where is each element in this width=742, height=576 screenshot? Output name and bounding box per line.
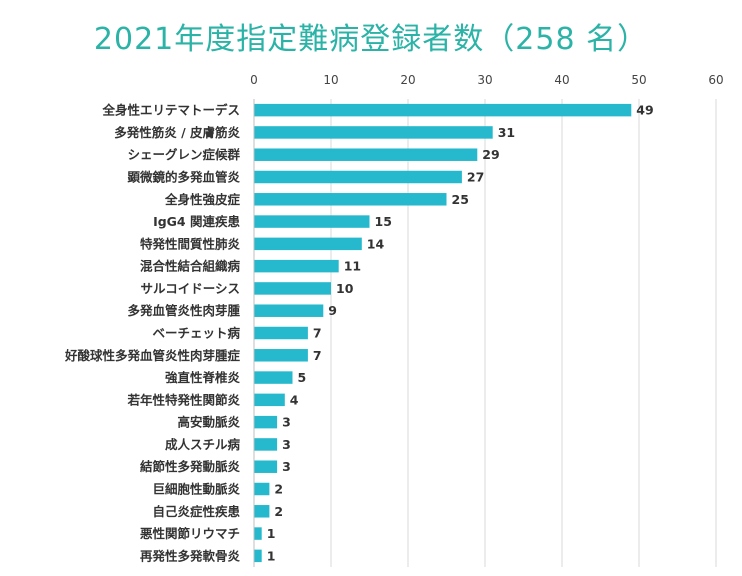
chart-title: 2021年度指定難病登録者数（258 名）	[93, 22, 649, 57]
data-label: 2	[274, 482, 283, 497]
x-tick-label: 10	[323, 73, 338, 87]
gridlines	[330, 99, 717, 567]
bar	[254, 282, 331, 295]
bar	[254, 103, 632, 117]
data-label: 4	[290, 392, 299, 407]
category-label: ベーチェット病	[152, 326, 240, 341]
bar	[254, 193, 447, 206]
data-label: 11	[344, 259, 361, 274]
bar	[254, 126, 493, 139]
bars	[254, 103, 632, 563]
bar	[254, 505, 270, 518]
category-label: 悪性関節リウマチ	[140, 526, 240, 541]
category-label: 再発性多発軟骨炎	[140, 548, 241, 563]
category-label: IgG4 関連疾患	[153, 214, 240, 229]
data-label: 10	[336, 281, 354, 296]
bar	[254, 148, 478, 161]
data-label: 49	[636, 103, 653, 118]
bar	[254, 304, 324, 317]
bar	[254, 170, 462, 184]
bar	[254, 460, 278, 473]
bar	[254, 393, 285, 407]
data-label: 2	[274, 504, 283, 519]
bar	[254, 326, 308, 340]
category-label: シェーグレン症候群	[127, 147, 240, 162]
category-label: サルコイドーシス	[140, 281, 240, 296]
data-label: 7	[313, 326, 322, 341]
bar	[254, 349, 308, 362]
data-label: 25	[452, 192, 469, 207]
bar	[254, 415, 278, 429]
category-label: 全身性強皮症	[164, 192, 241, 207]
data-label: 29	[482, 147, 499, 162]
bar	[254, 549, 262, 563]
data-label: 1	[267, 526, 276, 541]
bar	[254, 527, 262, 540]
data-label: 27	[467, 170, 484, 185]
data-label: 7	[313, 348, 322, 363]
bar	[254, 371, 293, 384]
x-tick-label: 40	[554, 73, 569, 87]
category-label: 成人スチル病	[165, 437, 241, 452]
bar	[254, 438, 278, 451]
data-label: 9	[328, 303, 337, 318]
x-tick-label: 0	[250, 73, 258, 87]
data-label: 3	[282, 415, 291, 430]
data-label: 14	[367, 236, 385, 251]
data-label: 5	[298, 370, 307, 385]
x-tick-label: 50	[631, 73, 646, 87]
data-label: 3	[282, 459, 291, 474]
category-label: 好酸球性多発血管炎性肉芽腫症	[64, 348, 241, 363]
bar	[254, 215, 370, 228]
x-tick-label: 60	[708, 73, 723, 87]
category-label: 多発性筋炎 / 皮膚筋炎	[114, 125, 240, 140]
category-label: 若年性特発性関節炎	[126, 392, 240, 407]
category-label: 全身性エリテマトーデス	[101, 103, 240, 118]
data-label: 3	[282, 437, 291, 452]
bar	[254, 482, 270, 496]
data-label: 1	[267, 548, 276, 563]
bar	[254, 237, 362, 251]
category-label: 混合性結合組織病	[140, 259, 241, 274]
x-tick-label: 20	[400, 73, 415, 87]
category-label: 高安動脈炎	[177, 415, 240, 430]
x-axis-ticks: 0 10 20 30 40 50 60	[250, 73, 723, 87]
data-label: 15	[375, 214, 392, 229]
category-label: 結節性多発動脈炎	[140, 459, 241, 474]
category-label: 多発血管炎性肉芽腫	[127, 303, 240, 318]
data-label: 31	[498, 125, 515, 140]
category-label: 特発性間質性肺炎	[140, 236, 241, 251]
bar	[254, 259, 339, 273]
category-label: 自己炎症性疾患	[152, 504, 240, 519]
category-label: 巨細胞性動脈炎	[152, 482, 240, 497]
category-label: 顕微鏡的多発血管炎	[127, 170, 240, 185]
x-tick-label: 30	[477, 73, 492, 87]
category-label: 強直性脊椎炎	[165, 370, 241, 385]
